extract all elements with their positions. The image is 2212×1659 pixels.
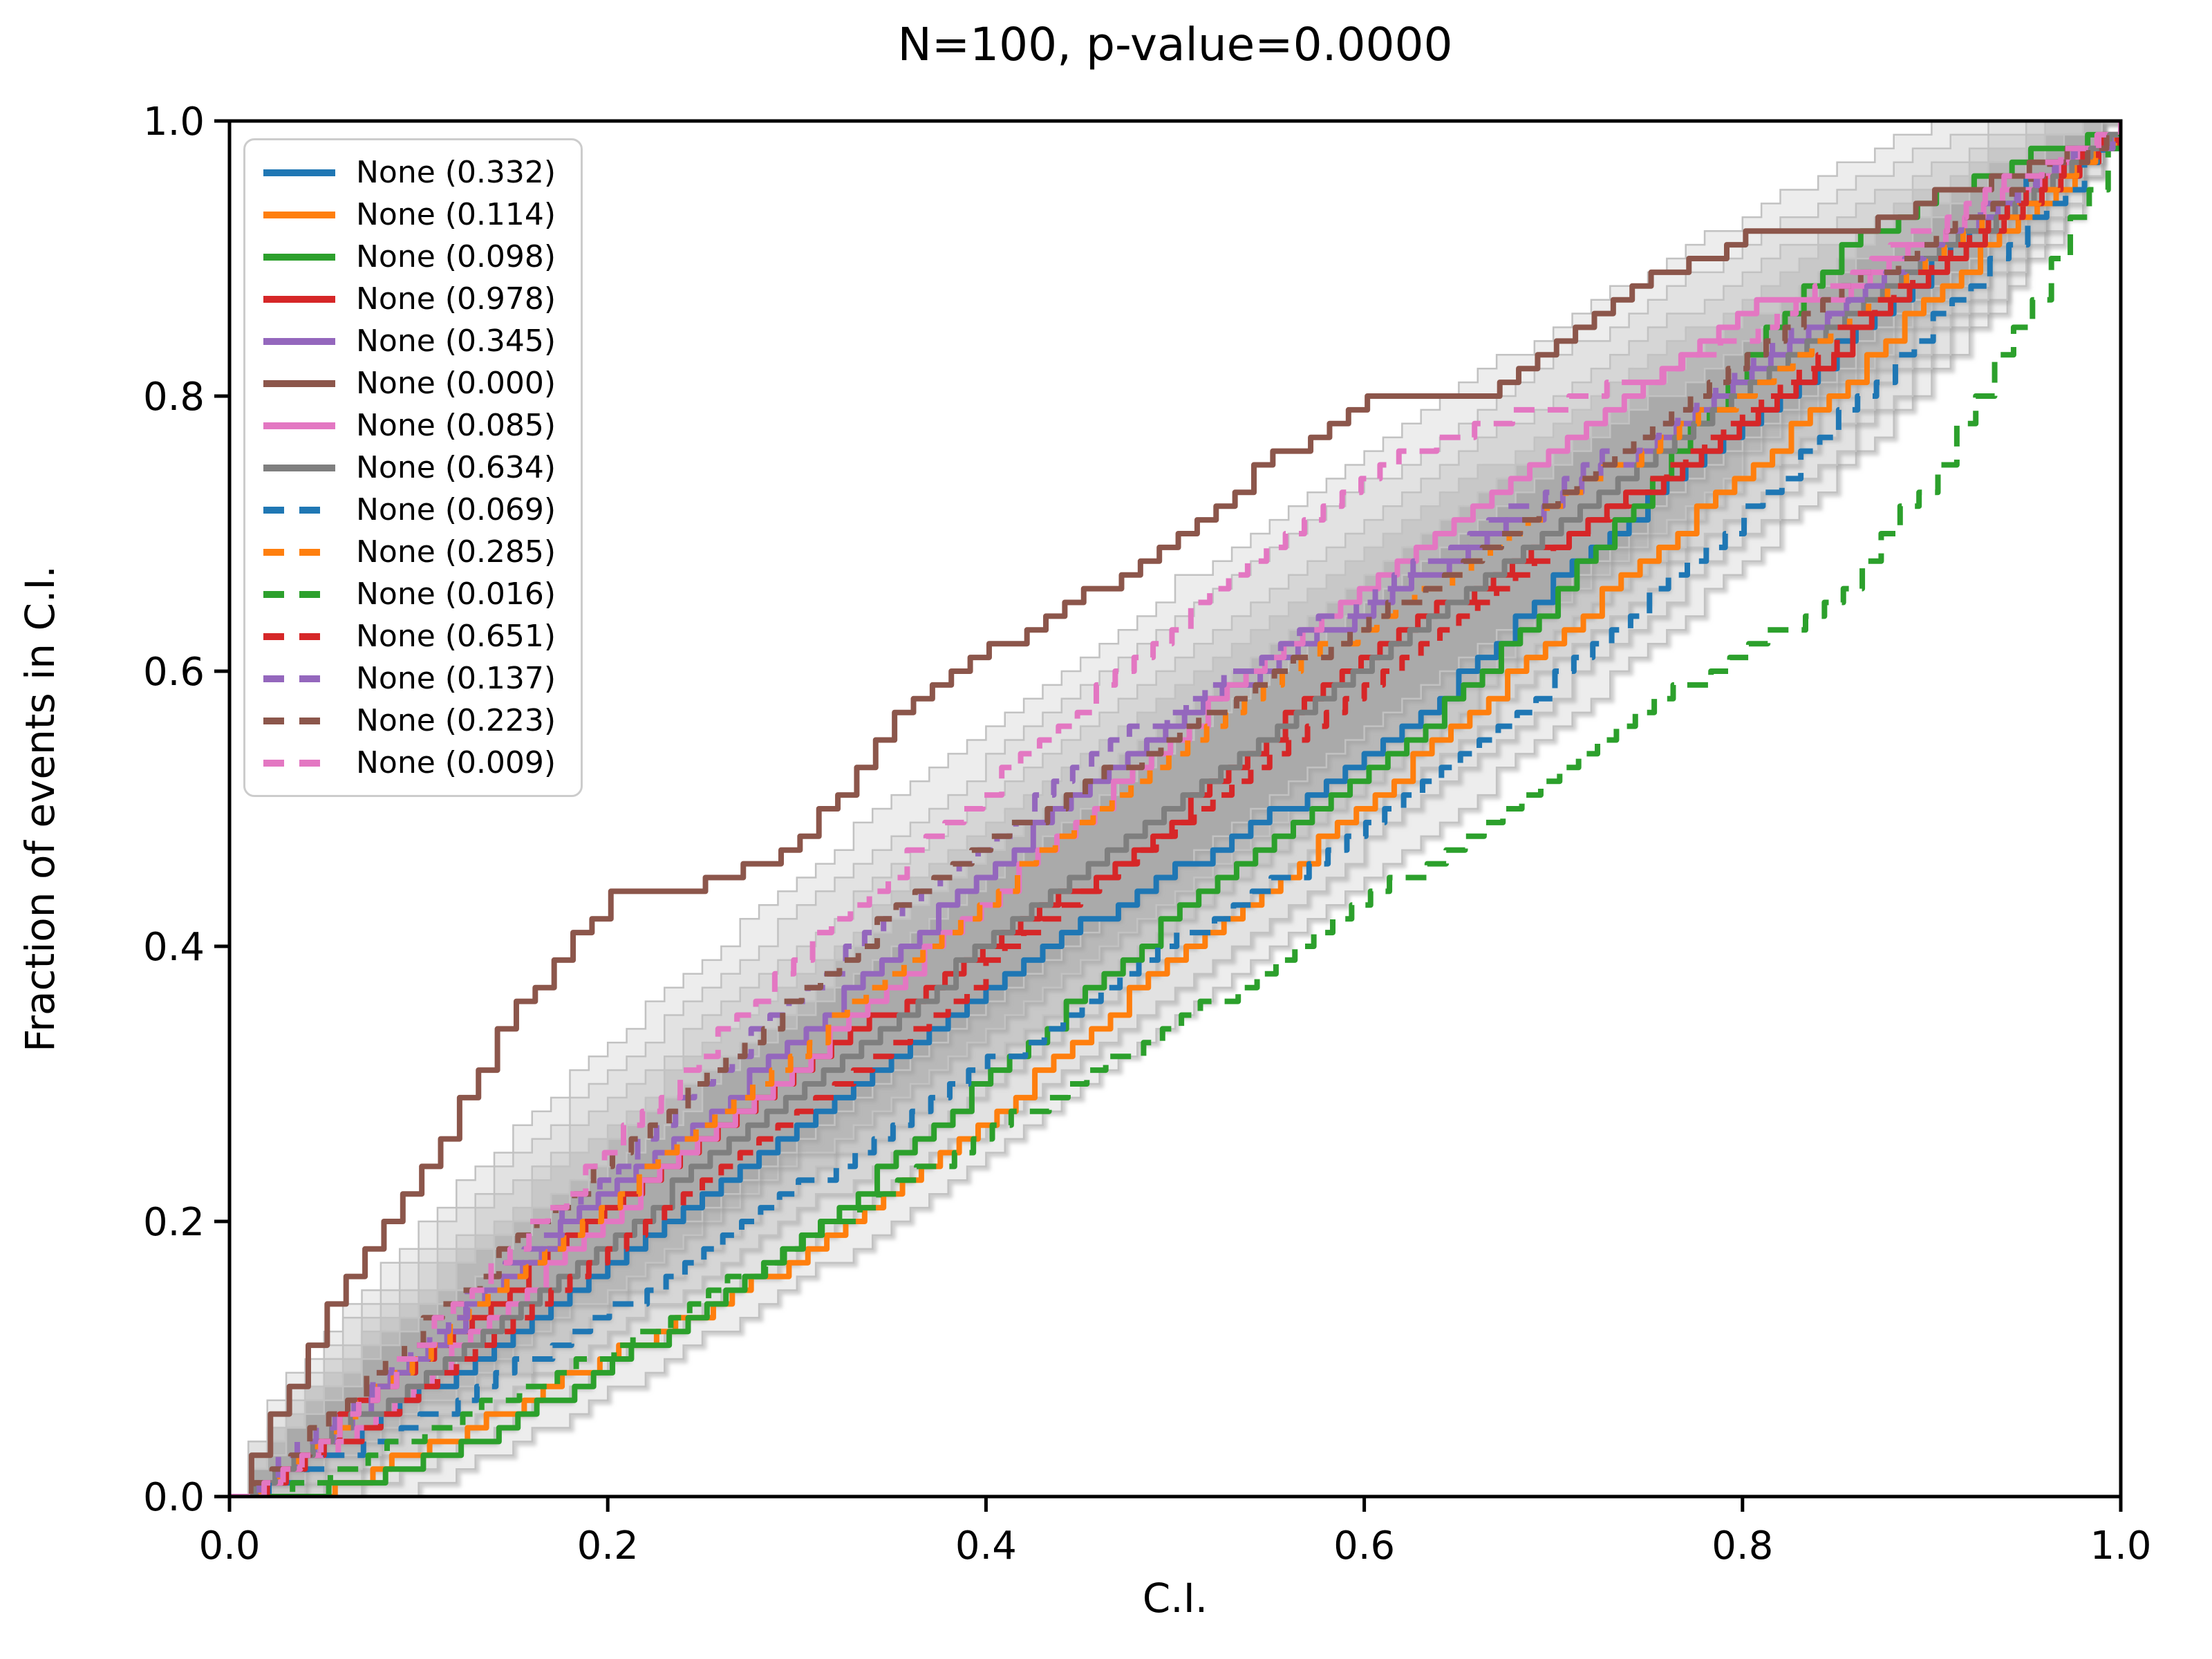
x-axis-label: C.I. xyxy=(1142,1575,1208,1622)
legend-label: None (0.098) xyxy=(356,239,556,274)
legend-item-6: None (0.085) xyxy=(261,404,556,447)
legend-item-12: None (0.137) xyxy=(261,657,556,700)
legend-line-sample-dashed xyxy=(263,506,335,514)
axes-spines xyxy=(227,119,2123,1499)
legend-box: None (0.332) None (0.114) None (0.098) None… xyxy=(243,138,583,797)
legend-line-sample-dashed xyxy=(263,717,335,724)
legend-item-5: None (0.000) xyxy=(261,362,556,404)
y-tick-label-3: 0.6 xyxy=(143,650,205,695)
curve-10-dashed xyxy=(229,121,2121,1497)
legend-item-7: None (0.634) xyxy=(261,447,556,489)
legend-label: None (0.137) xyxy=(356,661,556,696)
legend-line-sample-solid xyxy=(263,379,335,387)
legend-line-sample-dashed xyxy=(263,632,335,640)
x-tick-label-0: 0.0 xyxy=(198,1524,260,1568)
legend-item-11: None (0.651) xyxy=(261,615,556,657)
legend-item-13: None (0.223) xyxy=(261,700,556,742)
legend-label: None (0.016) xyxy=(356,577,556,612)
curve-0-solid xyxy=(229,121,2121,1497)
x-tick-label-4: 0.8 xyxy=(1712,1524,1773,1568)
y-tick-label-1: 0.2 xyxy=(143,1200,205,1245)
legend-line-sample-solid xyxy=(263,169,335,176)
legend-line-sample-dashed xyxy=(263,590,335,598)
legend-label: None (0.345) xyxy=(356,324,556,359)
legend-item-2: None (0.098) xyxy=(261,236,556,278)
curve-1-solid xyxy=(229,121,2121,1497)
legend-item-9: None (0.285) xyxy=(261,531,556,573)
legend-line-sample-solid xyxy=(263,422,335,429)
legend-item-10: None (0.016) xyxy=(261,573,556,615)
curve-14-dashed xyxy=(229,121,2121,1497)
legend-line-sample-dashed xyxy=(263,759,335,767)
legend-label: None (0.069) xyxy=(356,492,556,527)
legend-item-1: None (0.114) xyxy=(261,194,556,236)
legend-label: None (0.332) xyxy=(356,155,556,190)
curve-2-solid xyxy=(229,121,2121,1497)
chart-title: N=100, p-value=0.0000 xyxy=(897,18,1453,71)
curve-8-dashed xyxy=(229,121,2121,1497)
legend-item-14: None (0.009) xyxy=(261,742,556,784)
y-axis-label: Fraction of events in C.I. xyxy=(17,565,64,1052)
y-tick-label-2: 0.4 xyxy=(143,925,205,970)
legend-line-sample-solid xyxy=(263,295,335,303)
legend-label: None (0.978) xyxy=(356,281,556,317)
legend-item-3: None (0.978) xyxy=(261,278,556,320)
legend-item-0: None (0.332) xyxy=(261,151,556,194)
curve-11-dashed xyxy=(229,121,2121,1497)
legend-label: None (0.634) xyxy=(356,450,556,485)
y-tick-label-4: 0.8 xyxy=(143,375,205,420)
x-tick-label-3: 0.6 xyxy=(1333,1524,1395,1568)
legend-line-sample-solid xyxy=(263,464,335,471)
legend-line-sample-dashed xyxy=(263,548,335,556)
legend-label: None (0.085) xyxy=(356,408,556,443)
curve-5-solid xyxy=(229,121,2121,1497)
legend-label: None (0.009) xyxy=(356,745,556,780)
legend-line-sample-solid xyxy=(263,211,335,218)
legend-item-4: None (0.345) xyxy=(261,320,556,362)
legend-label: None (0.223) xyxy=(356,703,556,738)
legend-line-sample-dashed xyxy=(263,675,335,682)
legend-label: None (0.285) xyxy=(356,534,556,570)
legend-label: None (0.651) xyxy=(356,619,556,654)
y-tick-label-0: 0.0 xyxy=(143,1475,205,1520)
x-tick-label-5: 1.0 xyxy=(2090,1524,2151,1568)
x-tick-label-2: 0.4 xyxy=(955,1524,1017,1568)
legend-label: None (0.000) xyxy=(356,366,556,401)
series-curves xyxy=(229,121,2121,1497)
curve-9-dashed xyxy=(229,121,2121,1497)
legend-line-sample-solid xyxy=(263,253,335,261)
legend-label: None (0.114) xyxy=(356,197,556,232)
y-tick-label-5: 1.0 xyxy=(143,100,205,144)
legend-item-8: None (0.069) xyxy=(261,489,556,531)
x-tick-label-1: 0.2 xyxy=(577,1524,639,1568)
legend-line-sample-solid xyxy=(263,337,335,345)
